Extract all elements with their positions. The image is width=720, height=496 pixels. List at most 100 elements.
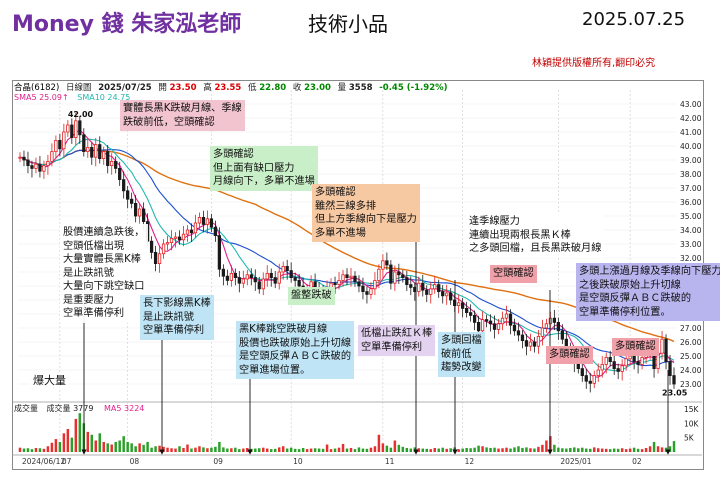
candle-body (173, 236, 178, 239)
volume-bar (341, 443, 345, 452)
candle-body (389, 264, 393, 284)
volume-bar (545, 440, 548, 452)
x-tick-label: 02 (632, 457, 642, 466)
candle-body (496, 323, 501, 330)
candle-body (476, 321, 481, 332)
candle-body (540, 327, 545, 337)
volume-bar (46, 446, 50, 452)
candle-body (241, 278, 245, 284)
volume-bar (664, 447, 668, 452)
ma5-legend: SMA5 25.09↑ (14, 93, 69, 102)
volume-bar (106, 443, 109, 452)
candle-body (556, 321, 560, 332)
annotation-bullish-quarterly-resistance: 多頭確認 雖然三線多排 但上方季線向下是壓力 多單不進場 (312, 184, 420, 242)
period-label: 日線圖 (65, 83, 92, 93)
annotation-bearish-confirm: 實體長黑K跌破月線、季線 跌破前低，空頭確認 (120, 100, 245, 131)
candle-body (468, 312, 473, 316)
candle-body (137, 208, 142, 217)
volume-bar (589, 448, 592, 452)
candle-body (46, 160, 50, 166)
candle-body (273, 277, 277, 284)
volume-bar (138, 443, 141, 452)
volume-bar (158, 445, 161, 452)
volume-bar (489, 447, 492, 452)
candle-body (149, 240, 154, 253)
ma10-legend: SMA10 24.75 (77, 93, 131, 102)
candle-body (596, 369, 600, 376)
volume-bar (577, 448, 580, 452)
volume-bar (130, 443, 133, 452)
volume-bar (620, 448, 624, 452)
x-tick-label: 09 (213, 457, 223, 466)
annotation-volume-stop: 股價連續急跌後， 空頭低檔出現 大量實體長黑K棒 是止跌訊號 大量向下跳空缺口 … (60, 224, 148, 323)
volume-bar (521, 447, 524, 452)
candle-body (26, 159, 30, 166)
candle-body (524, 340, 529, 347)
volume-bar (206, 448, 209, 452)
volume-current: 成交量 3779 (46, 404, 94, 413)
ma-legend: SMA5 25.09↑ SMA10 24.75 (14, 93, 130, 102)
volume-tick-label: 5K (684, 434, 695, 443)
candle-body (185, 229, 190, 235)
candle-body (261, 278, 265, 290)
volume-bar (186, 444, 189, 452)
annotation-bullish-gap-resistance: 多頭確認 但上面有缺口壓力 月線向下，多單不進場 (210, 146, 318, 191)
candle-body (333, 282, 337, 286)
volume-bar (381, 443, 385, 452)
y-tick-label: 33.00 (680, 240, 702, 249)
volume-bar (38, 448, 42, 452)
volume-bar (166, 447, 169, 452)
volume-bar (202, 447, 205, 452)
volume-bar (608, 449, 612, 452)
volume-bar (652, 441, 656, 452)
candle-body (181, 233, 186, 241)
candle-body (480, 319, 485, 332)
low-label: 低 (248, 83, 257, 93)
quote-date: 2025/07/25 (98, 83, 152, 93)
volume-bar (86, 431, 90, 452)
volume-bar (497, 448, 500, 452)
peak-price-label: 42.00 (68, 110, 94, 119)
candle-body (592, 375, 596, 384)
candle-body (106, 151, 110, 167)
candle-body (193, 222, 198, 234)
volume-bar (441, 447, 444, 452)
low-value: 22.80 (259, 83, 287, 93)
volume-bar (513, 447, 516, 452)
volume-bar (529, 448, 532, 452)
y-tick-label: 34.00 (680, 226, 702, 235)
volume-bar (433, 447, 436, 452)
volume-bar (74, 418, 78, 452)
candle-body (429, 288, 433, 295)
annotation-huge-volume: 爆大量 (30, 372, 69, 390)
candle-body (201, 216, 206, 225)
candle-body (94, 144, 98, 158)
y-tick-label: 42.00 (680, 114, 702, 123)
candle-body (126, 190, 130, 200)
candle-body (134, 202, 138, 217)
y-tick-label: 27.00 (680, 324, 702, 333)
volume-bar (102, 441, 105, 452)
x-tick-label: 2025/01 (560, 457, 591, 466)
candle-body (636, 361, 640, 365)
volume-bar (517, 446, 520, 452)
change-value: -0.45 (-1.92%) (379, 83, 448, 93)
volume-bar (218, 441, 221, 452)
candle-body (425, 289, 429, 295)
volume-bar (557, 447, 560, 452)
volume-bar (628, 448, 632, 452)
candle-body (520, 334, 525, 341)
candle-body (249, 274, 253, 278)
volume-bar (114, 441, 117, 452)
stock-name: 合晶(6182) (14, 83, 60, 93)
volume-bar (214, 446, 217, 452)
volume-bar (154, 446, 157, 452)
volume-bar (313, 448, 317, 452)
volume-bar (465, 447, 468, 452)
y-tick-label: 37.00 (680, 184, 702, 193)
volume-bar (301, 447, 305, 452)
candle-body (349, 275, 353, 279)
volume-bar (461, 448, 464, 452)
candle-body (54, 139, 58, 152)
candle-body (253, 277, 257, 283)
